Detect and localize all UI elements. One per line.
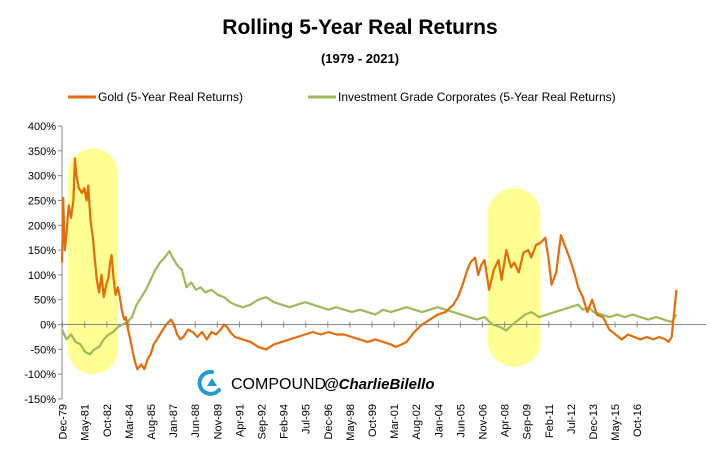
x-tick-label: Apr-08	[500, 404, 512, 437]
x-tick-label: Mar-01	[389, 404, 401, 439]
y-tick-label: 0%	[40, 320, 56, 332]
legend-label-gold: Gold (5-Year Real Returns)	[98, 90, 243, 104]
x-tick-label: Dec-96	[323, 404, 335, 439]
highlight-regions	[67, 148, 541, 375]
y-tick-label: 200%	[28, 220, 56, 232]
x-tick-label: May-81	[80, 404, 92, 441]
y-tick-label: -50%	[30, 344, 56, 356]
y-tick-label: 150%	[28, 245, 56, 257]
highlight-region	[487, 188, 541, 367]
y-tick-label: 100%	[28, 270, 56, 282]
branding: COMPOUND @CharlieBilello	[197, 369, 435, 396]
x-tick-label: Dec-79	[58, 404, 70, 439]
corporates-series-line	[60, 250, 678, 356]
x-tick-label: Dec-13	[588, 404, 600, 439]
x-tick-label: Feb-94	[279, 404, 291, 439]
x-tick-label: Sep-09	[522, 404, 534, 439]
legend-label-corporates: Investment Grade Corporates (5-Year Real…	[338, 90, 616, 104]
x-tick-label: Jun-88	[190, 404, 202, 438]
x-tick-label: Jan-87	[168, 404, 180, 438]
x-tick-label: May-15	[610, 404, 622, 441]
x-axis: Dec-79 May-81 Oct-82 Mar-84 Aug-85 Jan-87 Jun-…	[58, 321, 706, 441]
x-tick-label: Jul-12	[566, 404, 578, 434]
series-lines	[60, 157, 678, 371]
x-tick-label: Jul-95	[301, 404, 313, 434]
x-tick-label: Jan-04	[433, 404, 445, 438]
y-tick-label: -150%	[24, 394, 56, 406]
brand-handle: @CharlieBilello	[324, 376, 435, 393]
x-tick-label: Apr-91	[234, 404, 246, 437]
x-tick-label: May-98	[345, 404, 357, 441]
legend: Gold (5-Year Real Returns) Investment Gr…	[68, 90, 616, 104]
x-tick-label: Mar-84	[124, 404, 136, 439]
x-tick-label: Aug-02	[411, 404, 423, 439]
y-tick-label: -100%	[24, 369, 56, 381]
x-tick-label: Oct-99	[367, 404, 379, 437]
x-tick-label: Feb-11	[544, 404, 556, 438]
y-axis: 400% 350% 300% 250% 200% 150% 100% 50% 0% -50% -10…	[24, 121, 63, 406]
brand-company: COMPOUND	[231, 376, 326, 393]
highlight-region	[67, 148, 118, 375]
y-tick-label: 50%	[34, 295, 56, 307]
gold-series-line	[60, 157, 678, 371]
chart-subtitle: (1979 - 2021)	[321, 51, 399, 66]
y-tick-label: 400%	[28, 121, 56, 133]
x-tick-label: Nov-89	[212, 404, 224, 439]
y-tick-label: 300%	[28, 171, 56, 183]
x-tick-label: Jun-05	[455, 404, 467, 438]
y-tick-label: 350%	[28, 146, 56, 158]
x-tick-label: Sep-92	[257, 404, 269, 439]
compound-logo-icon	[197, 369, 221, 396]
chart-title: Rolling 5-Year Real Returns	[222, 16, 497, 39]
y-tick-label: 250%	[28, 195, 56, 207]
x-tick-label: Oct-82	[102, 404, 114, 437]
x-tick-label: Oct-16	[632, 404, 644, 437]
x-tick-label: Nov-06	[478, 404, 490, 439]
x-tick-label: Aug-85	[146, 404, 158, 439]
